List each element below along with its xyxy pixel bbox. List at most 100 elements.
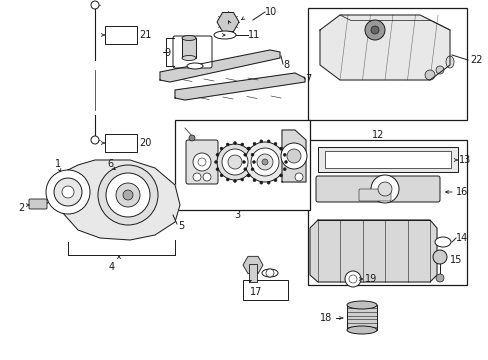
Text: 9: 9 <box>163 48 170 58</box>
Text: 16: 16 <box>455 187 468 197</box>
Circle shape <box>242 161 245 163</box>
Bar <box>307 8 466 120</box>
Circle shape <box>220 147 223 150</box>
Circle shape <box>370 26 378 34</box>
Circle shape <box>252 179 256 182</box>
FancyBboxPatch shape <box>358 189 390 201</box>
Text: 14: 14 <box>455 233 468 243</box>
Circle shape <box>123 190 133 200</box>
Circle shape <box>46 170 90 214</box>
Circle shape <box>203 173 210 181</box>
Text: 12: 12 <box>371 130 384 140</box>
Circle shape <box>424 70 434 80</box>
Circle shape <box>286 149 301 163</box>
Circle shape <box>250 168 254 171</box>
Ellipse shape <box>445 56 453 68</box>
Bar <box>105 134 137 152</box>
Bar <box>105 26 137 44</box>
Text: 11: 11 <box>247 30 260 40</box>
Text: 15: 15 <box>449 255 462 265</box>
FancyBboxPatch shape <box>185 140 218 184</box>
Circle shape <box>233 180 236 183</box>
FancyBboxPatch shape <box>315 176 439 202</box>
Text: 21: 21 <box>139 30 151 40</box>
FancyBboxPatch shape <box>173 36 212 68</box>
Text: 4: 4 <box>109 262 115 272</box>
Circle shape <box>243 153 246 156</box>
FancyBboxPatch shape <box>29 199 47 209</box>
Circle shape <box>233 141 236 144</box>
Polygon shape <box>60 160 180 240</box>
Polygon shape <box>175 73 305 100</box>
Polygon shape <box>282 130 305 182</box>
Circle shape <box>250 148 279 176</box>
Circle shape <box>193 173 201 181</box>
Circle shape <box>252 161 255 163</box>
Text: 7: 7 <box>305 74 311 84</box>
Circle shape <box>98 165 158 225</box>
Text: 5: 5 <box>178 221 184 231</box>
Circle shape <box>262 159 267 165</box>
Circle shape <box>284 161 287 163</box>
Circle shape <box>273 179 276 182</box>
Polygon shape <box>309 220 436 282</box>
Circle shape <box>294 173 303 181</box>
Circle shape <box>62 186 74 198</box>
Ellipse shape <box>182 36 196 41</box>
Circle shape <box>283 153 285 156</box>
Bar <box>325 151 450 168</box>
Circle shape <box>54 178 82 206</box>
Circle shape <box>273 142 276 145</box>
Text: 13: 13 <box>458 155 470 165</box>
Circle shape <box>265 269 273 277</box>
Text: 3: 3 <box>233 210 240 220</box>
Ellipse shape <box>346 301 376 309</box>
Circle shape <box>240 143 244 146</box>
Circle shape <box>250 153 254 156</box>
Bar <box>182 38 196 58</box>
Circle shape <box>246 174 249 177</box>
Circle shape <box>266 140 269 143</box>
Circle shape <box>435 274 443 282</box>
Text: 18: 18 <box>319 313 331 323</box>
Circle shape <box>193 153 210 171</box>
Circle shape <box>198 158 205 166</box>
Text: 20: 20 <box>139 138 151 148</box>
Circle shape <box>247 147 250 150</box>
Circle shape <box>279 174 282 177</box>
Circle shape <box>91 1 99 9</box>
Circle shape <box>246 147 249 150</box>
Circle shape <box>364 20 384 40</box>
Circle shape <box>227 155 242 169</box>
Circle shape <box>435 66 443 74</box>
Circle shape <box>217 144 252 180</box>
Bar <box>248 264 257 282</box>
Ellipse shape <box>186 63 203 69</box>
Circle shape <box>214 161 217 163</box>
Circle shape <box>281 143 306 169</box>
Text: 6: 6 <box>107 159 113 169</box>
Circle shape <box>283 168 285 171</box>
Bar <box>243 280 287 300</box>
Text: 8: 8 <box>283 60 288 70</box>
Circle shape <box>252 142 256 145</box>
Ellipse shape <box>182 55 196 60</box>
Circle shape <box>243 168 246 171</box>
Circle shape <box>226 178 229 181</box>
Ellipse shape <box>262 269 278 277</box>
Text: 1: 1 <box>55 159 61 169</box>
Circle shape <box>116 183 140 207</box>
Circle shape <box>91 136 99 144</box>
Circle shape <box>259 181 263 184</box>
Bar <box>317 147 457 172</box>
Circle shape <box>222 149 247 175</box>
Polygon shape <box>160 50 280 82</box>
Polygon shape <box>319 15 449 80</box>
Circle shape <box>244 142 285 182</box>
Text: 17: 17 <box>249 287 262 297</box>
Circle shape <box>432 250 446 264</box>
Circle shape <box>216 168 219 171</box>
Circle shape <box>345 271 360 287</box>
Circle shape <box>247 174 250 177</box>
Circle shape <box>348 275 356 283</box>
